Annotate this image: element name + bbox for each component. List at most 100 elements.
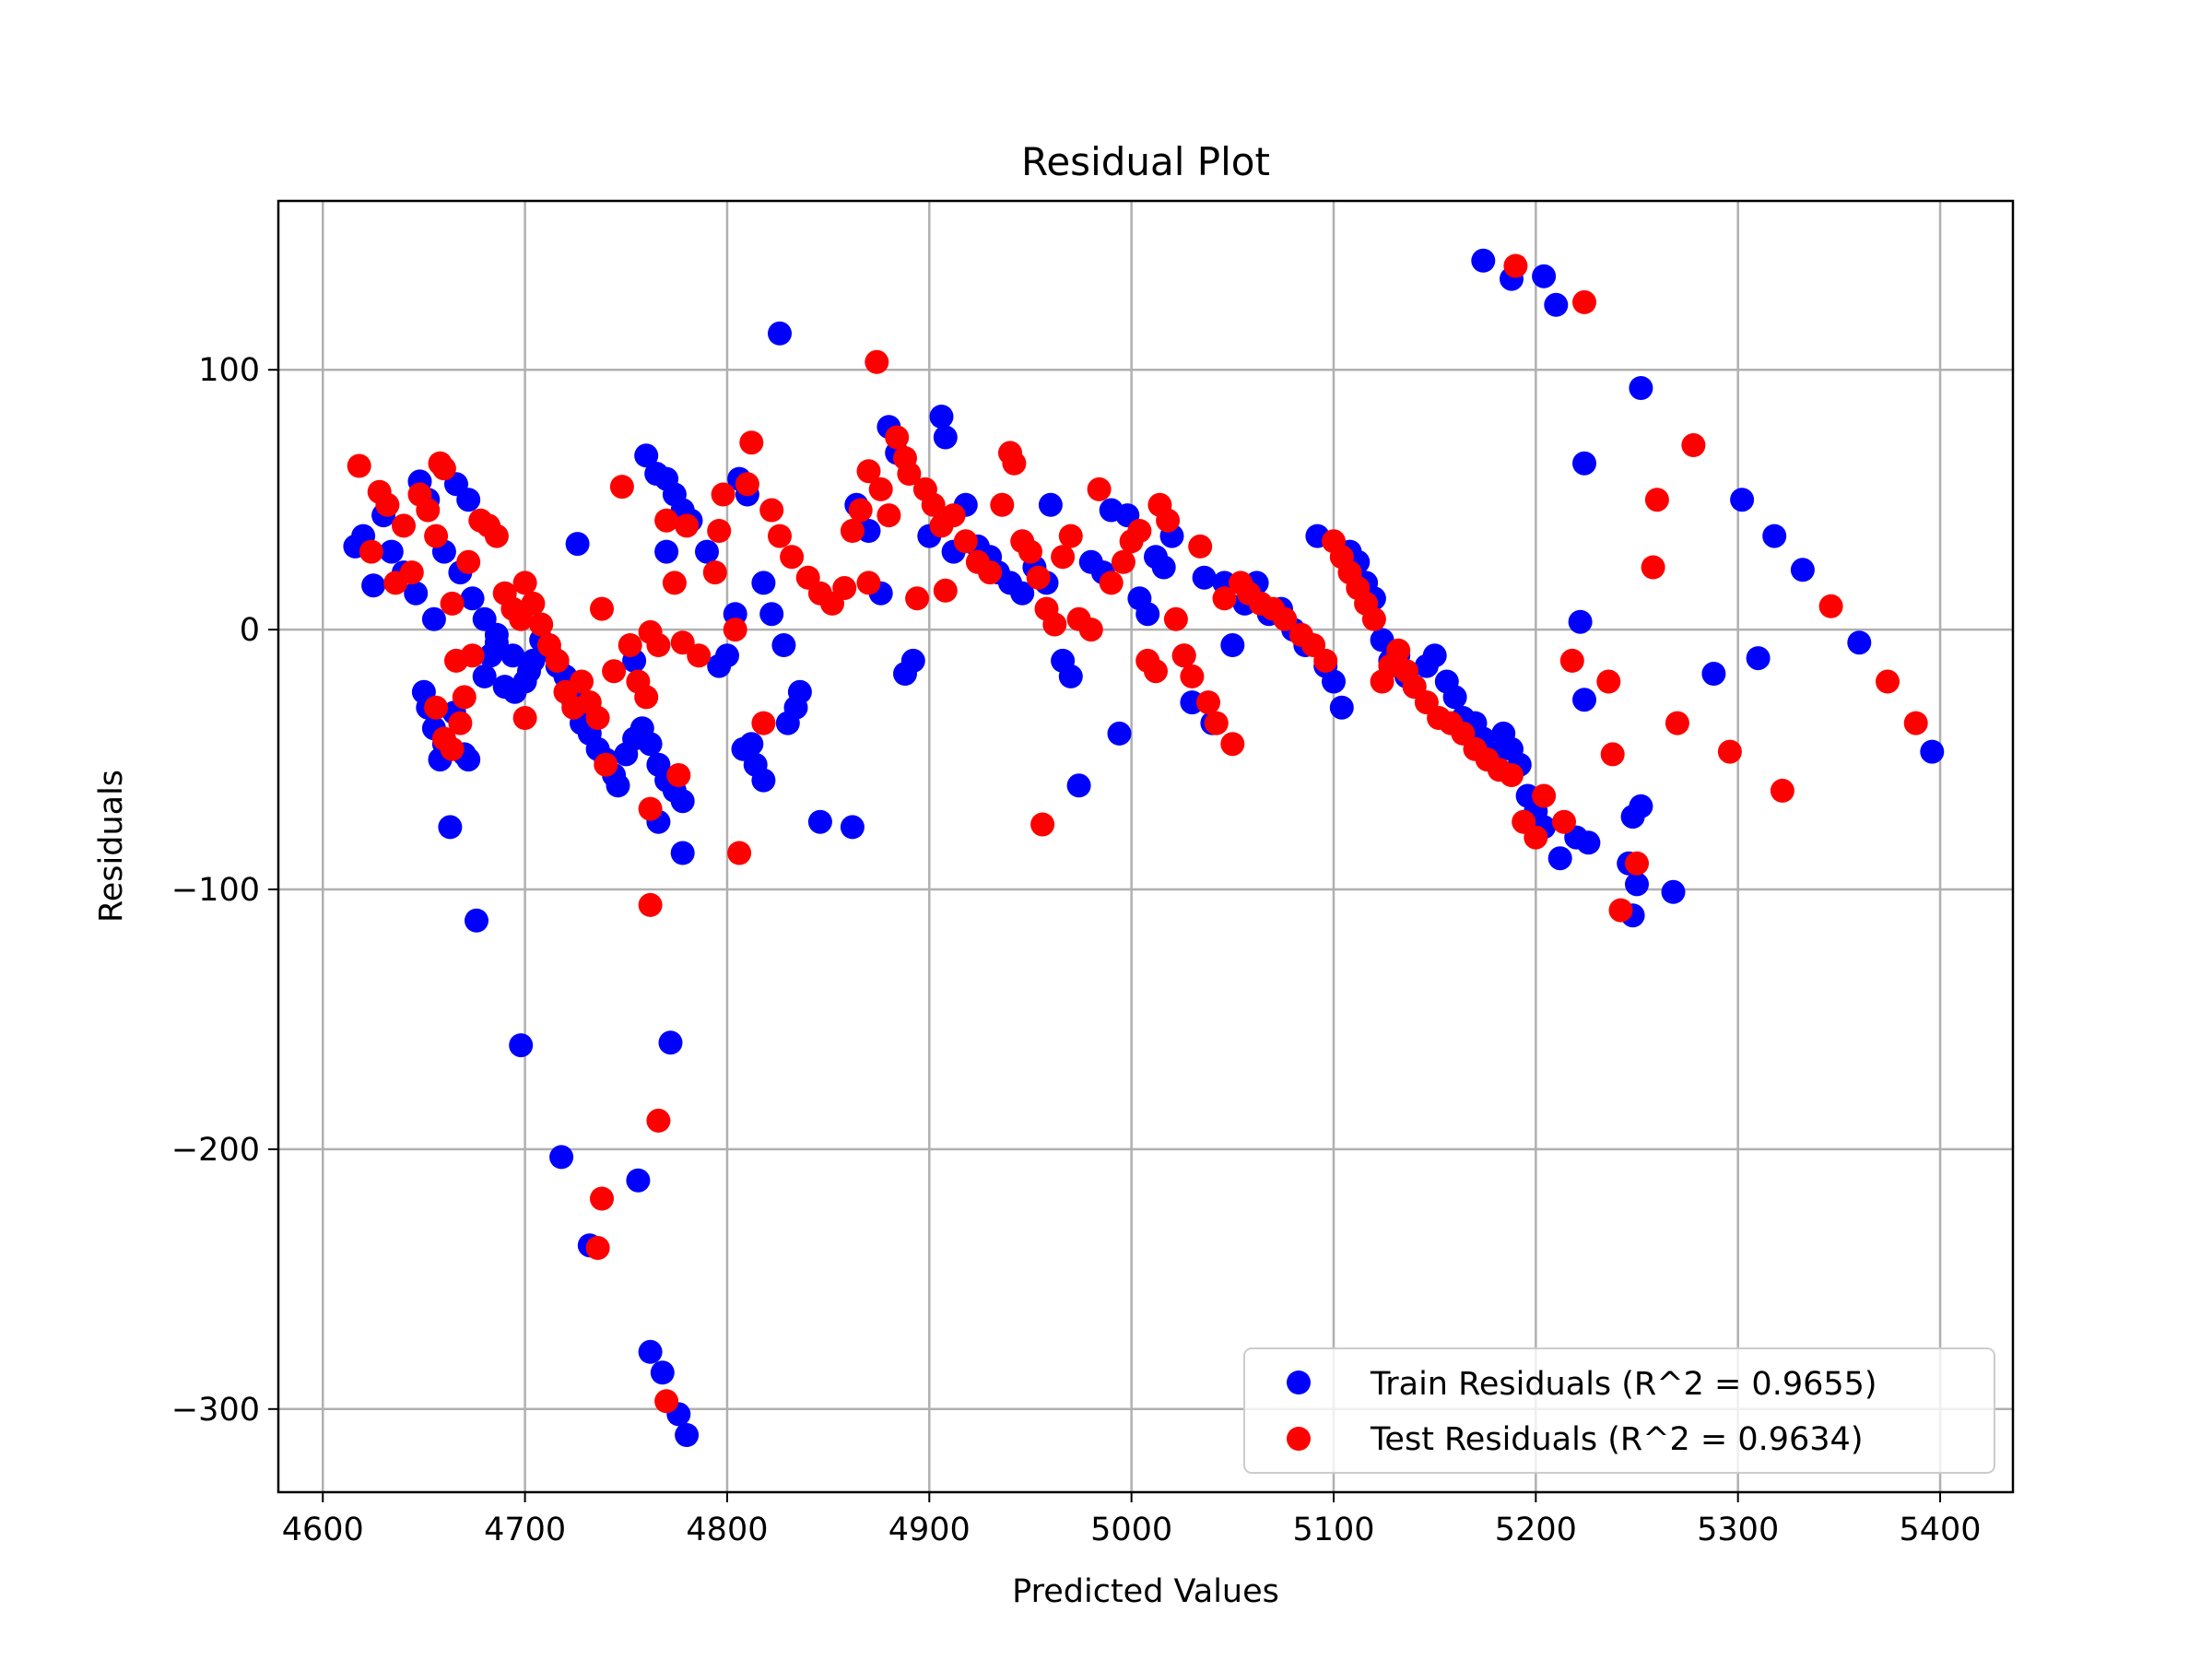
train-residual-point [1471,248,1496,273]
x-tick-label: 4700 [484,1512,566,1548]
x-tick-label: 5100 [1292,1512,1374,1548]
test-residual-point [933,578,958,603]
test-residual-point [1099,571,1124,595]
test-residual-point [1051,545,1076,570]
test-residual-point [456,549,481,574]
test-residual-point [1818,594,1843,618]
test-residual-point [570,669,594,694]
legend-marker-test [1287,1427,1311,1451]
y-tick-label: 100 [198,352,260,389]
legend-box [1243,1347,1995,1474]
test-residual-point [646,1108,671,1133]
test-residual-point [448,711,473,735]
legend-label-train: Train Residuals (R^2 = 0.9655) [1370,1366,1877,1403]
y-axis-label: Residuals [93,770,130,923]
test-residual-point [521,591,546,616]
test-residual-point [723,618,747,642]
test-residual-point [1204,711,1229,735]
train-residual-point [751,768,776,793]
test-residual-point [1078,618,1103,642]
test-residual-point [1361,606,1386,631]
y-tick-label: 0 [240,612,260,649]
test-residual-point [424,695,449,720]
train-residual-point [626,1168,651,1193]
test-residual-point [460,643,485,668]
train-residual-point [1038,492,1063,517]
test-residual-point [1552,809,1576,834]
test-residual-point [978,560,1003,585]
test-residual-point [1717,739,1742,764]
test-residual-point [877,503,901,528]
train-residual-point [1010,581,1035,606]
chart-title: Residual Plot [1021,139,1270,184]
test-residual-point [512,571,537,595]
train-residual-point [1066,773,1091,798]
test-residual-point [832,576,857,600]
train-residual-point [1058,664,1083,688]
train-residual-point [675,1423,700,1447]
train-residual-point [1544,292,1569,317]
test-residual-point [585,1236,610,1260]
test-residual-point [484,524,509,548]
test-residual-point [1026,565,1051,590]
test-residual-point [1273,606,1298,631]
x-tick-label: 4900 [888,1512,971,1548]
test-residual-point [941,503,966,528]
test-residual-point [711,482,735,507]
test-residual-point [1559,648,1584,673]
test-residual-point [865,349,889,374]
test-residual-point [1018,539,1042,564]
train-residual-point [1629,794,1653,818]
test-residual-point [1665,711,1689,735]
y-tick-label: −200 [171,1132,260,1169]
train-residual-point [1625,872,1649,897]
train-residual-point [460,586,485,611]
axes-frame [276,199,2015,1494]
test-residual-point [990,492,1015,517]
test-residual-point [440,591,465,616]
test-residual-point [590,1186,614,1211]
train-residual-point [1762,524,1787,548]
train-residual-point [549,1145,574,1170]
test-residual-point [1220,732,1245,757]
train-residual-point [929,405,954,429]
test-residual-point [897,462,922,486]
test-residual-point [905,586,930,611]
train-residual-point [751,571,776,595]
test-residual-point [1600,742,1625,767]
test-residual-point [1180,664,1205,688]
test-residual-point [1188,534,1213,559]
test-residual-point [1171,643,1196,668]
test-residual-point [1500,763,1524,787]
train-residual-point [715,643,739,668]
train-residual-point [634,443,659,468]
train-residual-point [1920,739,1945,764]
test-residual-point [735,472,759,497]
test-residual-point [670,630,695,655]
test-residual-point [759,498,784,523]
test-residual-point [431,456,456,481]
test-residual-point [1042,612,1067,637]
test-residual-point [780,545,805,570]
train-residual-point [1135,602,1160,627]
train-residual-point [768,321,792,346]
train-residual-point [1220,633,1245,657]
train-residual-point [900,648,925,673]
train-residual-point [404,581,429,606]
test-residual-point [687,643,712,668]
test-residual-point [1156,508,1181,533]
train-residual-point [933,425,958,450]
train-residual-point [465,908,488,933]
train-residual-point [1547,846,1572,871]
test-residual-point [638,796,663,821]
train-residual-point [1790,558,1815,582]
test-residual-point [1313,648,1338,673]
scatter-points [343,248,1945,1447]
test-residual-point [1608,898,1633,923]
test-residual-point [1212,586,1237,611]
train-residual-point [509,1033,534,1058]
test-residual-point [1087,477,1112,501]
train-residual-point [695,539,719,564]
train-residual-point [421,606,446,631]
